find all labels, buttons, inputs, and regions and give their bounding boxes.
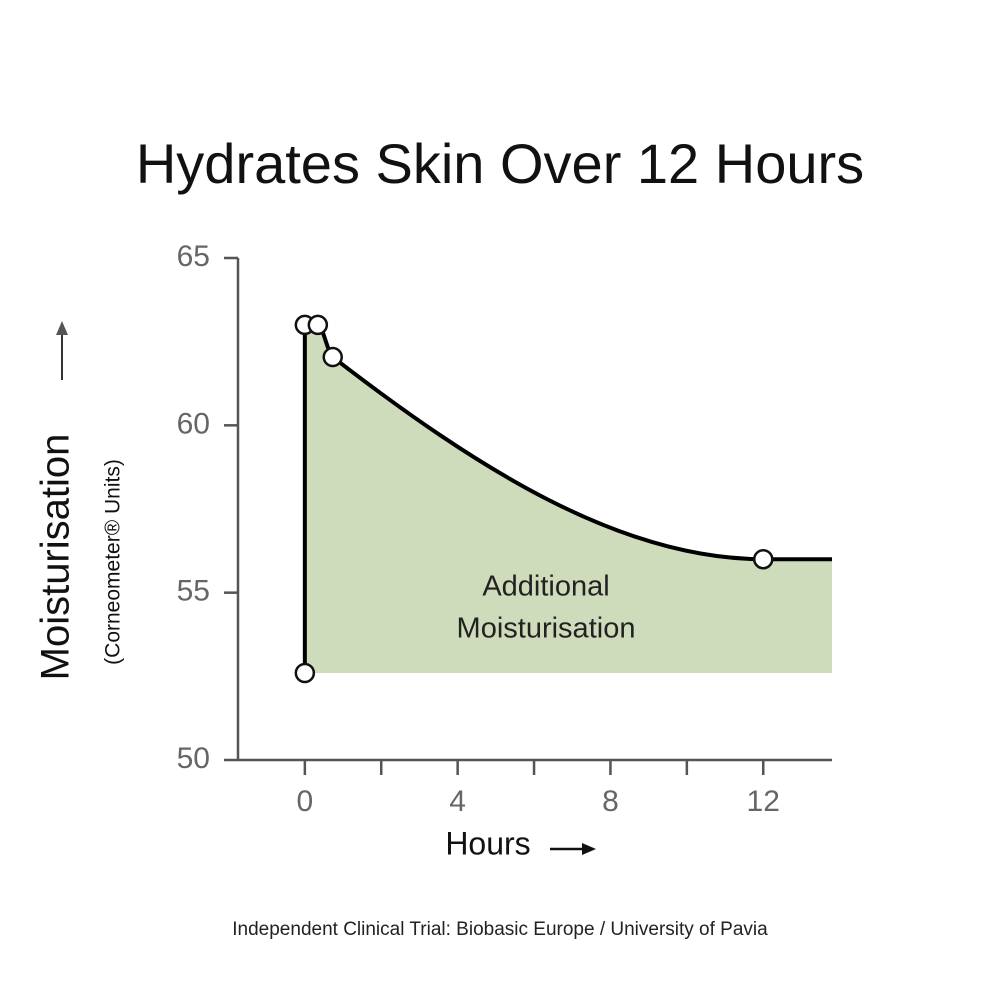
y-tick-label: 65 [177,240,210,273]
source-note: Independent Clinical Trial: Biobasic Eur… [232,919,768,940]
data-point [294,662,316,684]
x-tick-label: 8 [602,785,619,818]
y-axis-sublabel: (Corneometer® Units) [102,459,125,665]
data-point [307,314,329,336]
x-axis-label: Hours [445,825,530,861]
y-tick-label: 55 [177,575,210,608]
data-point [752,548,774,570]
y-arrow-head [56,321,68,335]
x-arrow-head [582,843,596,855]
x-tick-label: 12 [747,785,780,818]
y-tick-label: 60 [177,407,210,440]
area-annotation: Moisturisation [457,613,636,645]
x-tick-label: 4 [449,785,466,818]
plot-area: 50 55 60 65 0 4 8 12 Additional Moisturisation [177,240,832,818]
y-axis-label: Moisturisation [34,434,78,681]
area [304,324,832,673]
y-tick-label: 50 [177,742,210,775]
x-tick-label: 0 [297,785,314,818]
data-point [322,346,343,368]
area-annotation: Additional [482,571,609,603]
chart-title: Hydrates Skin Over 12 Hours [136,132,864,195]
